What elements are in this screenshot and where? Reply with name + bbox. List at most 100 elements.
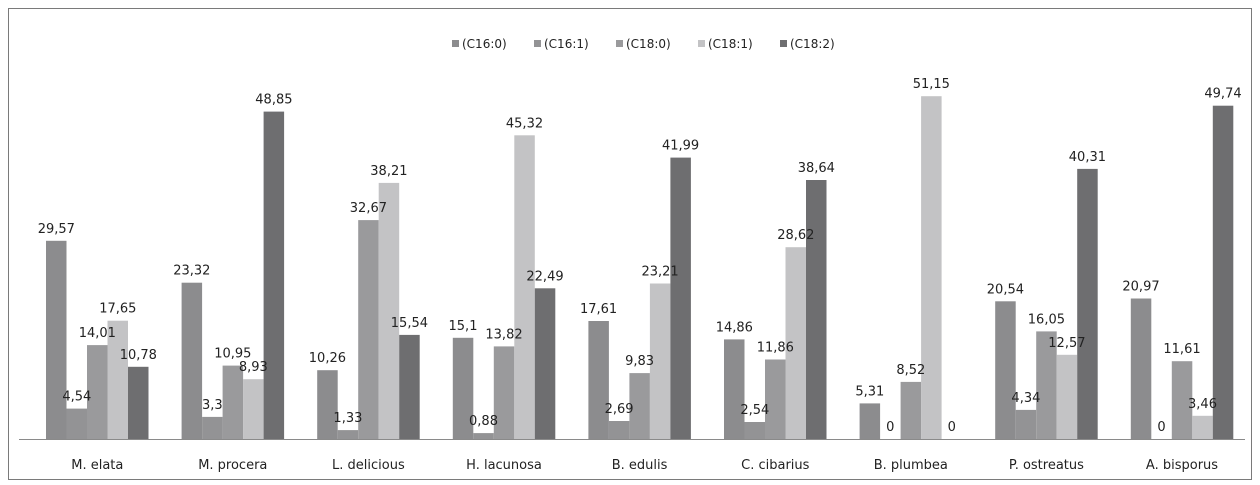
bar-l-delicious-4: [399, 334, 420, 439]
data-label: 11,86: [757, 341, 794, 356]
legend-swatch: [698, 40, 705, 47]
x-tick-label: C. cibarius: [741, 458, 810, 473]
legend-swatch: [616, 40, 623, 47]
bar-a-bisporus-2: [1171, 361, 1193, 439]
data-label: 3,3: [202, 398, 223, 413]
x-tick-label: M. elata: [71, 458, 123, 473]
bar-p-ostreatus-2: [1036, 331, 1057, 439]
bar-c-cibarius-3: [785, 247, 806, 439]
data-label: 12,57: [1048, 336, 1085, 351]
data-label: 10,26: [309, 351, 346, 366]
bar-l-delicious-1: [337, 430, 359, 439]
legend-label: (C18:2): [790, 37, 835, 51]
data-label: 2,54: [740, 403, 769, 418]
data-label: 51,15: [913, 77, 950, 92]
data-label: 38,64: [798, 161, 835, 176]
data-label: 8,93: [239, 360, 268, 375]
legend-swatch: [780, 40, 787, 47]
x-axis-tick-labels: M. elata M. procera L. delicious H. lacunos…: [71, 458, 1218, 473]
data-label: 41,99: [662, 139, 699, 154]
data-label: 23,32: [173, 264, 210, 279]
bar-b-edulis-3: [649, 283, 671, 439]
data-label: 10,78: [120, 348, 157, 363]
x-tick-label: H. lacunosa: [466, 458, 542, 473]
data-label: 3,46: [1188, 397, 1217, 412]
bar-p-ostreatus-4: [1077, 168, 1098, 439]
bar-h-lacunosa-2: [493, 346, 515, 439]
data-label: 32,67: [350, 201, 387, 216]
bar-m-elata-1: [66, 408, 87, 439]
bar-p-ostreatus-1: [1015, 409, 1037, 439]
bar-p-ostreatus-3: [1056, 354, 1078, 439]
data-label: 14,86: [716, 320, 753, 335]
bar-m-elata-4: [128, 366, 149, 439]
data-label: 15,54: [391, 316, 428, 331]
bar-a-bisporus-0: [1130, 298, 1152, 439]
bars: [46, 96, 1234, 440]
data-label: 11,61: [1163, 342, 1200, 357]
bar-b-edulis-1: [608, 421, 630, 439]
bar-b-edulis-2: [629, 373, 650, 439]
bar-l-delicious-2: [358, 220, 379, 439]
data-label: 10,95: [214, 347, 251, 362]
bar-m-elata-2: [87, 345, 108, 439]
bar-m-procera-2: [222, 365, 244, 439]
data-label: 14,01: [79, 326, 116, 341]
bar-c-cibarius-2: [765, 359, 786, 439]
bar-h-lacunosa-0: [452, 337, 474, 439]
bar-m-elata-3: [107, 320, 128, 439]
bar-m-procera-4: [263, 111, 285, 439]
legend-label: (C16:1): [544, 37, 589, 51]
bar-chart: (C16:0) (C16:1) (C18:0) (C18:1) (C18:2) 29,5…: [19, 37, 1245, 473]
bar-h-lacunosa-3: [514, 135, 535, 440]
legend-swatch: [452, 40, 459, 47]
data-label: 0: [948, 420, 956, 435]
data-label: 16,05: [1028, 312, 1065, 327]
data-label: 0: [886, 420, 894, 435]
data-label: 0: [1157, 420, 1165, 435]
x-tick-label: A. bisporus: [1146, 458, 1218, 473]
bar-b-plumbea-2: [900, 381, 922, 439]
data-label: 2,69: [605, 402, 634, 417]
data-label: 15,1: [449, 319, 478, 334]
data-label: 13,82: [485, 327, 522, 342]
data-label: 45,32: [506, 116, 543, 131]
data-label: 38,21: [370, 164, 407, 179]
data-label: 17,61: [580, 302, 617, 317]
data-label: 28,62: [777, 228, 814, 243]
bar-m-procera-0: [181, 282, 203, 439]
bar-m-procera-3: [243, 379, 264, 439]
bar-a-bisporus-4: [1212, 105, 1234, 439]
bar-b-edulis-4: [670, 157, 691, 439]
bar-m-elata-0: [46, 240, 67, 439]
legend-label: (C18:1): [708, 37, 753, 51]
bar-c-cibarius-0: [724, 339, 745, 439]
data-label: 22,49: [526, 269, 563, 284]
bar-c-cibarius-4: [806, 180, 827, 439]
x-tick-label: B. plumbea: [874, 458, 948, 473]
x-tick-label: L. delicious: [332, 458, 405, 473]
bar-b-edulis-0: [588, 321, 609, 439]
data-label: 9,83: [625, 354, 654, 369]
legend-label: (C16:0): [462, 37, 507, 51]
chart-frame: (C16:0) (C16:1) (C18:0) (C18:1) (C18:2) 29,5…: [8, 8, 1252, 480]
data-label: 8,52: [896, 363, 925, 378]
x-tick-label: P. ostreatus: [1009, 458, 1084, 473]
data-label: 4,34: [1011, 391, 1040, 406]
data-label: 40,31: [1069, 150, 1106, 165]
bar-l-delicious-3: [378, 182, 400, 439]
bar-m-procera-1: [202, 416, 223, 439]
x-tick-label: M. procera: [198, 458, 267, 473]
x-tick-label: B. edulis: [612, 458, 668, 473]
data-label: 48,85: [255, 93, 292, 108]
bar-h-lacunosa-4: [534, 288, 556, 439]
legend-swatch: [534, 40, 541, 47]
bar-b-plumbea-0: [859, 403, 881, 439]
data-label: 0,88: [469, 414, 498, 429]
data-label: 1,33: [333, 411, 362, 426]
data-label: 49,74: [1204, 87, 1241, 102]
data-label: 5,31: [855, 384, 884, 399]
bar-a-bisporus-3: [1192, 415, 1213, 439]
bar-l-delicious-0: [317, 370, 338, 439]
data-label: 20,97: [1122, 280, 1159, 295]
